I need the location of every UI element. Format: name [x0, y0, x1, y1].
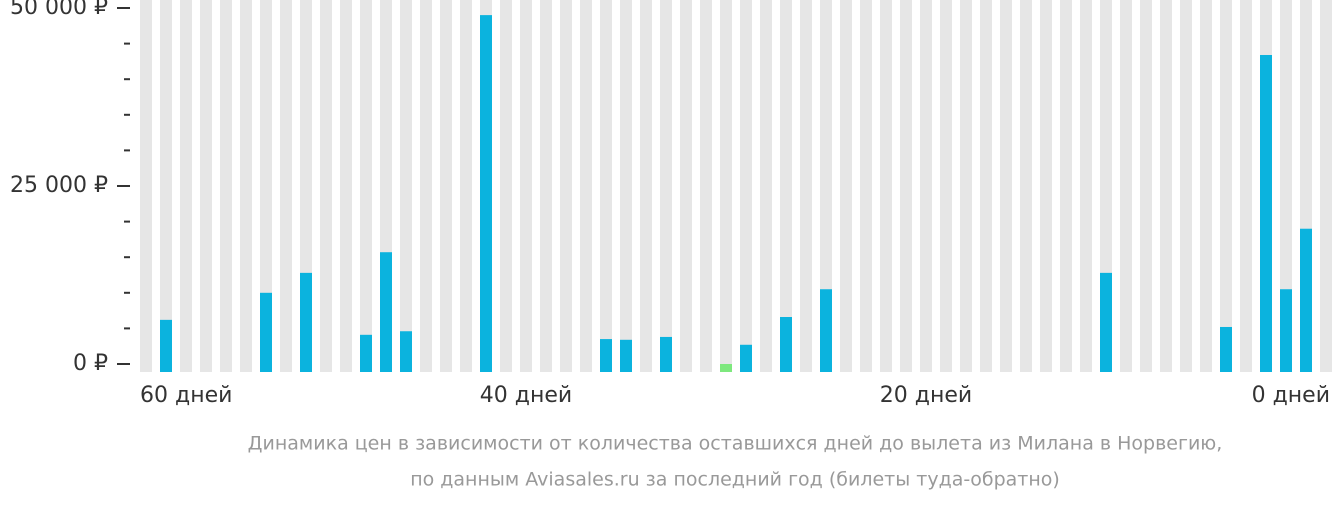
background-bar: [940, 0, 952, 372]
bar: [720, 364, 732, 372]
bar: [480, 15, 492, 373]
background-bar: [660, 0, 672, 372]
background-bar: [640, 0, 652, 372]
background-bar: [520, 0, 532, 372]
x-tick-label: 40 дней: [480, 383, 572, 408]
background-bar: [1160, 0, 1172, 372]
background-bar: [1020, 0, 1032, 372]
bar: [1220, 326, 1232, 372]
background-bar: [1200, 0, 1212, 372]
background-bar: [440, 0, 452, 372]
x-tick-label: 0 дней: [1252, 383, 1330, 408]
background-bar: [780, 0, 792, 372]
background-bar: [760, 0, 772, 372]
bar: [360, 334, 372, 372]
bar: [780, 317, 792, 372]
background-bar: [200, 0, 212, 372]
background-bar: [220, 0, 232, 372]
bar: [300, 272, 312, 372]
background-bar: [140, 0, 152, 372]
bar: [260, 292, 272, 372]
background-bar: [680, 0, 692, 372]
background-bar: [1060, 0, 1072, 372]
bar: [620, 339, 632, 372]
background-bar: [740, 0, 752, 372]
caption-line: Динамика цен в зависимости от количества…: [248, 433, 1223, 455]
background-bar: [1240, 0, 1252, 372]
background-bar: [620, 0, 632, 372]
background-bar: [260, 0, 272, 372]
background-bar: [240, 0, 252, 372]
background-bar: [1000, 0, 1012, 372]
caption-line: по данным Aviasales.ru за последний год …: [410, 469, 1060, 491]
background-bar: [280, 0, 292, 372]
background-bar: [900, 0, 912, 372]
background-bar: [580, 0, 592, 372]
background-bar: [1080, 0, 1092, 372]
background-bar: [1280, 0, 1292, 372]
bar: [820, 289, 832, 372]
background-bar: [800, 0, 812, 372]
background-bar: [160, 0, 172, 372]
background-bar: [880, 0, 892, 372]
background-bar: [400, 0, 412, 372]
background-bar: [720, 0, 732, 372]
bar: [600, 339, 612, 372]
background-bar: [460, 0, 472, 372]
background-bar: [340, 0, 352, 372]
bar: [380, 252, 392, 372]
bar: [1280, 289, 1292, 372]
background-bar: [960, 0, 972, 372]
bar: [740, 344, 752, 372]
bar: [660, 336, 672, 372]
background-bar: [1180, 0, 1192, 372]
background-bar: [920, 0, 932, 372]
background-bar: [820, 0, 832, 372]
x-tick-label: 60 дней: [140, 383, 232, 408]
x-tick-label: 20 дней: [880, 383, 972, 408]
y-tick-label: 50 000 ₽: [10, 0, 108, 20]
background-bar: [1120, 0, 1132, 372]
bar: [160, 319, 172, 372]
background-bar: [600, 0, 612, 372]
background-bar: [180, 0, 192, 372]
background-bar: [1220, 0, 1232, 372]
bar: [400, 331, 412, 372]
background-bar: [360, 0, 372, 372]
bar: [1100, 272, 1112, 372]
background-bar: [980, 0, 992, 372]
background-bar: [860, 0, 872, 372]
background-bar: [1040, 0, 1052, 372]
y-tick-label: 0 ₽: [73, 351, 108, 376]
y-tick-label: 25 000 ₽: [10, 173, 108, 198]
background-bar: [320, 0, 332, 372]
background-bar: [1140, 0, 1152, 372]
background-bar: [1320, 0, 1332, 372]
background-bar: [840, 0, 852, 372]
bar: [1300, 228, 1312, 372]
background-bar: [540, 0, 552, 372]
background-bar: [560, 0, 572, 372]
bar: [1260, 54, 1272, 372]
background-bar: [420, 0, 432, 372]
background-bar: [500, 0, 512, 372]
background-bar: [700, 0, 712, 372]
